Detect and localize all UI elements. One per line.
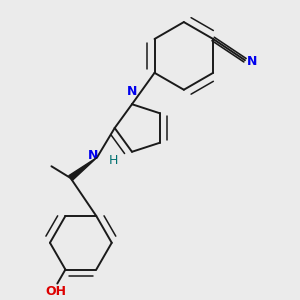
Text: OH: OH bbox=[45, 285, 66, 298]
Text: H: H bbox=[109, 154, 118, 167]
Polygon shape bbox=[69, 158, 97, 180]
Text: N: N bbox=[247, 55, 258, 68]
Text: N: N bbox=[127, 85, 137, 98]
Text: N: N bbox=[88, 149, 98, 163]
